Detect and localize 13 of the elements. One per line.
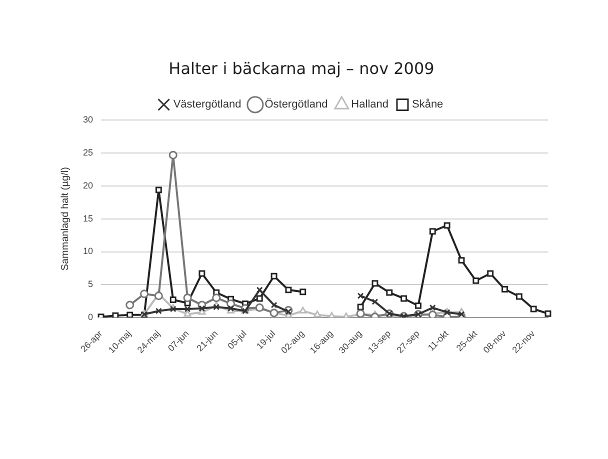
legend-label: Skåne (412, 98, 444, 111)
chart-title: Halter i bäckarna maj – nov 2009 (168, 58, 434, 78)
y-axis-title: Sammanlagd halt (µg/l) (60, 167, 71, 271)
y-tick-label: 5 (88, 279, 94, 290)
y-tick-label: 25 (82, 148, 94, 158)
legend-label: Halland (351, 98, 388, 111)
y-tick-label: 10 (82, 246, 94, 256)
y-tick-label: 30 (82, 114, 94, 125)
legend-label: Östergötland (264, 98, 328, 111)
y-tick-label: 0 (88, 312, 94, 322)
y-tick-label: 15 (82, 213, 94, 224)
legend-label: Västergötland (173, 98, 242, 111)
y-tick-label: 20 (82, 180, 94, 190)
